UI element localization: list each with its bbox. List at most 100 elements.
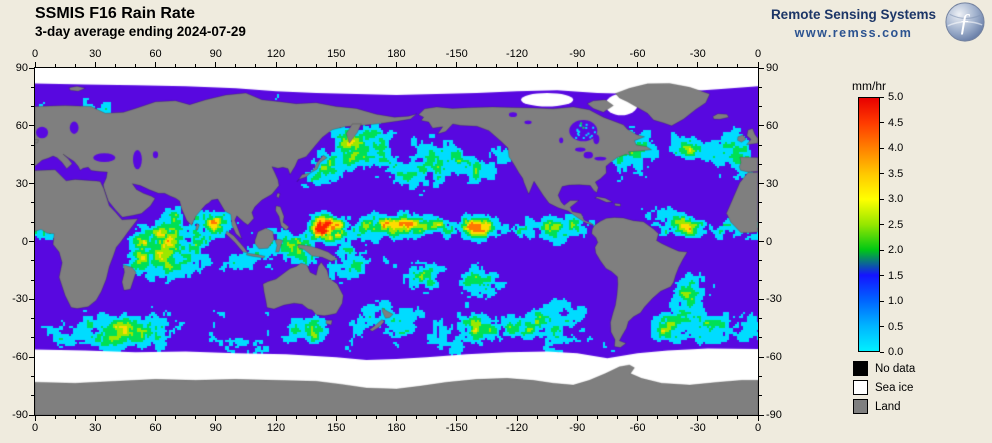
lon-tick-label: -60 <box>629 48 646 60</box>
legend-label-sea-ice: Sea ice <box>875 381 914 394</box>
lon-tick-label: 150 <box>327 48 346 60</box>
lon-tick <box>637 62 638 67</box>
lon-tick-label: -30 <box>689 48 706 60</box>
lon-tick <box>396 62 397 67</box>
lon-tick-label: -90 <box>569 48 586 60</box>
lon-tick-label: 60 <box>149 48 162 60</box>
lon-tick <box>335 62 337 67</box>
rain-rate-map <box>35 68 758 415</box>
lat-tick <box>759 241 764 242</box>
lon-tick <box>596 64 598 67</box>
lon-tick <box>536 64 538 67</box>
lat-tick <box>759 414 764 416</box>
lat-tick-label: 90 <box>766 62 779 74</box>
colorbar-gradient <box>858 97 880 352</box>
lat-tick-label: -60 <box>766 351 782 364</box>
lon-tick-label: -60 <box>629 422 646 434</box>
lat-tick <box>31 202 34 204</box>
lat-tick <box>759 125 764 127</box>
lon-tick <box>215 416 217 421</box>
lat-tick <box>29 356 34 358</box>
lon-tick <box>516 62 518 67</box>
map-frame <box>34 67 759 416</box>
lon-tick-label: 90 <box>209 422 222 434</box>
lat-tick <box>759 260 762 262</box>
lon-tick <box>737 64 739 67</box>
lon-tick <box>175 64 177 67</box>
lat-tick <box>759 279 762 281</box>
colorbar-tick-label: 3.0 <box>888 193 904 205</box>
lon-tick <box>436 64 438 67</box>
lon-tick <box>657 416 659 419</box>
colorbar-tick-label: 4.0 <box>888 142 904 154</box>
colorbar-tick <box>880 96 884 98</box>
lon-tick <box>375 416 377 419</box>
lon-tick <box>295 64 297 67</box>
lon-tick <box>717 64 719 67</box>
lat-tick <box>759 375 762 377</box>
lat-tick <box>29 414 34 416</box>
lon-tick <box>677 416 679 419</box>
colorbar-tick <box>880 122 884 123</box>
colorbar-units-label: mm/hr <box>852 79 886 93</box>
lat-tick <box>31 318 34 320</box>
lat-tick <box>759 144 762 146</box>
colorbar-tick <box>880 173 884 174</box>
colorbar-tick <box>880 198 884 200</box>
svg-text:ƒ: ƒ <box>958 10 970 37</box>
lat-tick <box>759 183 764 185</box>
lon-tick <box>516 416 518 421</box>
lon-tick-label: 0 <box>754 422 762 434</box>
lon-tick-label: -150 <box>445 422 468 434</box>
globe-logo-icon: ƒ <box>945 2 985 42</box>
lon-tick <box>436 416 438 419</box>
lon-tick-label: 30 <box>89 48 102 60</box>
lon-tick <box>114 64 116 67</box>
lat-tick <box>29 125 34 127</box>
lon-tick <box>94 62 96 67</box>
lon-tick <box>195 64 197 67</box>
colorbar-tick-label: 0.0 <box>888 346 904 358</box>
no-data-swatch-icon <box>853 361 868 376</box>
lon-tick <box>54 64 56 67</box>
lon-tick <box>496 64 498 67</box>
brand-name: Remote Sensing Systems <box>770 7 936 22</box>
lon-tick <box>476 416 478 419</box>
lon-tick <box>355 64 357 67</box>
lat-tick <box>759 221 762 223</box>
lat-tick-label: 30 <box>15 177 28 190</box>
lon-tick-label: 120 <box>266 422 286 434</box>
lon-tick <box>576 62 578 67</box>
lon-tick-label: -150 <box>445 48 468 60</box>
lon-tick <box>235 64 237 67</box>
lon-tick <box>175 416 177 419</box>
lon-tick <box>737 416 739 419</box>
lon-tick <box>396 416 397 421</box>
lon-tick-label: 120 <box>266 48 286 60</box>
lon-tick <box>315 64 317 67</box>
lat-tick <box>31 163 34 165</box>
lon-tick <box>616 64 618 67</box>
lat-tick <box>31 144 34 146</box>
lon-tick <box>556 416 558 419</box>
chart-subtitle: 3-day average ending 2024-07-29 <box>35 24 246 39</box>
lon-tick-label: 60 <box>149 422 162 434</box>
lon-tick <box>637 416 638 421</box>
colorbar-tick-label: 1.5 <box>888 269 904 282</box>
lon-tick <box>416 416 418 419</box>
legend-item-no-data: No data <box>853 361 915 376</box>
lon-tick <box>536 416 538 419</box>
lat-tick <box>759 395 762 397</box>
lat-tick <box>31 375 34 377</box>
lon-tick <box>596 416 598 419</box>
lon-tick <box>315 416 317 419</box>
lat-tick <box>759 356 764 358</box>
land-swatch-icon <box>853 399 868 414</box>
brand-url-link[interactable]: www.remss.com <box>794 26 913 40</box>
lon-tick <box>94 416 96 421</box>
lon-tick-label: 0 <box>31 422 39 434</box>
lat-tick-label: 0 <box>21 235 28 248</box>
lat-tick <box>31 221 34 223</box>
lat-tick <box>31 337 34 339</box>
lat-tick-label: -30 <box>766 293 782 306</box>
